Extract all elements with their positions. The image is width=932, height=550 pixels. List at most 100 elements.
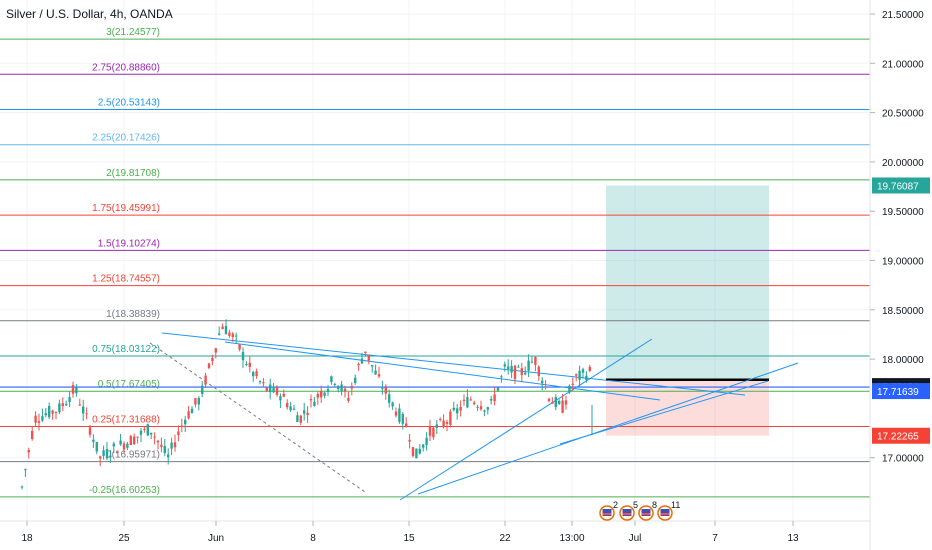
candle-body bbox=[479, 406, 483, 410]
trend-line[interactable] bbox=[161, 332, 746, 396]
candle-body bbox=[445, 422, 449, 424]
x-tick-label: 7 bbox=[712, 533, 718, 544]
candle-body bbox=[65, 404, 68, 406]
candle-body bbox=[530, 361, 534, 363]
fib-level-label: 2.75(20.88860) bbox=[92, 62, 160, 73]
candle-body bbox=[133, 436, 136, 445]
candle-body bbox=[275, 387, 279, 395]
price-tag bbox=[872, 383, 930, 400]
candle-body bbox=[432, 427, 435, 438]
economic-event-flags[interactable]: 2 5 8 11 bbox=[599, 500, 680, 521]
candle-body bbox=[554, 397, 557, 408]
candle-body bbox=[309, 398, 313, 401]
candle-body bbox=[269, 384, 272, 393]
x-tick-label: 25 bbox=[118, 533, 130, 544]
trend-line[interactable] bbox=[559, 380, 769, 445]
candle-body bbox=[173, 442, 177, 448]
fibonacci-extension[interactable]: 3(21.24577) 2.75(20.88860) 2.5(20.53143) 2.… bbox=[0, 27, 870, 498]
candle-body bbox=[391, 402, 394, 407]
candle-body bbox=[245, 363, 248, 365]
candle-body bbox=[326, 389, 330, 392]
us-flag-icon bbox=[622, 513, 632, 515]
y-tick-label: 20.50000 bbox=[882, 109, 924, 120]
trend-lines[interactable] bbox=[149, 332, 799, 501]
candle-body bbox=[184, 419, 187, 425]
x-tick-label: 13 bbox=[787, 533, 799, 544]
trend-line[interactable] bbox=[417, 362, 799, 495]
us-flag-icon bbox=[622, 509, 632, 516]
candle-body bbox=[85, 413, 88, 415]
candle-body bbox=[231, 333, 234, 337]
candle-body bbox=[360, 358, 364, 364]
candle-body bbox=[381, 388, 384, 390]
candlesticks bbox=[20, 319, 591, 490]
time-axis[interactable]: 18 25 Jun 8 15 22 13:00 Jul 7 13 bbox=[21, 521, 799, 544]
candle-body bbox=[452, 407, 455, 410]
chart-title: Silver / U.S. Dollar, 4h, OANDA bbox=[6, 7, 173, 21]
candle-body bbox=[214, 348, 217, 353]
candle-body bbox=[456, 408, 459, 414]
us-flag-icon bbox=[602, 513, 612, 515]
price-axis[interactable]: 21.50000 21.00000 20.50000 20.00000 19.50000… bbox=[870, 10, 924, 465]
candle-body bbox=[41, 416, 44, 421]
candle-body bbox=[340, 384, 343, 392]
candle-body bbox=[143, 428, 146, 430]
candle-body bbox=[520, 368, 523, 376]
price-tag-label: 19.76087 bbox=[877, 181, 919, 192]
candle-body bbox=[68, 396, 71, 403]
candle-body bbox=[425, 437, 428, 446]
position-target-zone[interactable] bbox=[606, 185, 769, 380]
grid bbox=[0, 0, 870, 521]
candle-body bbox=[575, 374, 578, 376]
candle-body bbox=[564, 400, 568, 405]
event-count: 8 bbox=[652, 500, 657, 510]
fib-level-label: 0.25(17.31688) bbox=[92, 414, 160, 425]
candle-body bbox=[544, 386, 547, 388]
fib-level-label: 1(18.38839) bbox=[106, 309, 160, 320]
candle-body bbox=[218, 333, 221, 335]
candle-body bbox=[483, 410, 486, 412]
candle-body bbox=[320, 391, 323, 398]
candle-body bbox=[384, 387, 387, 394]
candle-body bbox=[150, 432, 153, 435]
candle-body bbox=[439, 419, 442, 421]
candle-body bbox=[503, 364, 506, 367]
candle-body bbox=[558, 400, 561, 404]
dashed-trend-line[interactable] bbox=[149, 342, 366, 493]
fib-level-label: 2(19.81708) bbox=[106, 168, 160, 179]
candle-body bbox=[187, 411, 190, 419]
x-tick-label: 18 bbox=[21, 533, 33, 544]
candle-body bbox=[486, 407, 489, 410]
candle-body bbox=[180, 425, 183, 427]
y-tick-label: 18.00000 bbox=[882, 355, 924, 366]
candle-body bbox=[238, 344, 241, 350]
candle-body bbox=[415, 448, 418, 459]
x-tick-label: Jun bbox=[208, 533, 224, 544]
candle-body bbox=[190, 408, 194, 414]
candle-body bbox=[394, 411, 398, 416]
x-tick-label: 22 bbox=[499, 533, 511, 544]
candle-body bbox=[435, 424, 438, 428]
candle-body bbox=[204, 375, 207, 385]
candle-body bbox=[299, 415, 302, 423]
trend-line[interactable] bbox=[399, 338, 653, 501]
us-flag-icon bbox=[660, 513, 670, 515]
fib-level-label: 1.5(19.10274) bbox=[98, 238, 160, 249]
trend-line[interactable] bbox=[224, 341, 661, 401]
candle-body bbox=[102, 450, 105, 456]
candle-body bbox=[581, 369, 585, 373]
candle-body bbox=[258, 381, 262, 383]
candle-body bbox=[449, 411, 452, 425]
candle-body bbox=[371, 364, 374, 367]
candle-body bbox=[92, 439, 95, 443]
fib-level-label: 3(21.24577) bbox=[106, 27, 160, 38]
us-flag-icon bbox=[641, 509, 651, 516]
candle-body bbox=[422, 444, 425, 448]
candle-body bbox=[547, 398, 551, 402]
long-position-tool[interactable] bbox=[606, 185, 769, 436]
candle-body bbox=[364, 351, 367, 354]
candle-body bbox=[337, 386, 340, 390]
candle-body bbox=[524, 372, 527, 375]
